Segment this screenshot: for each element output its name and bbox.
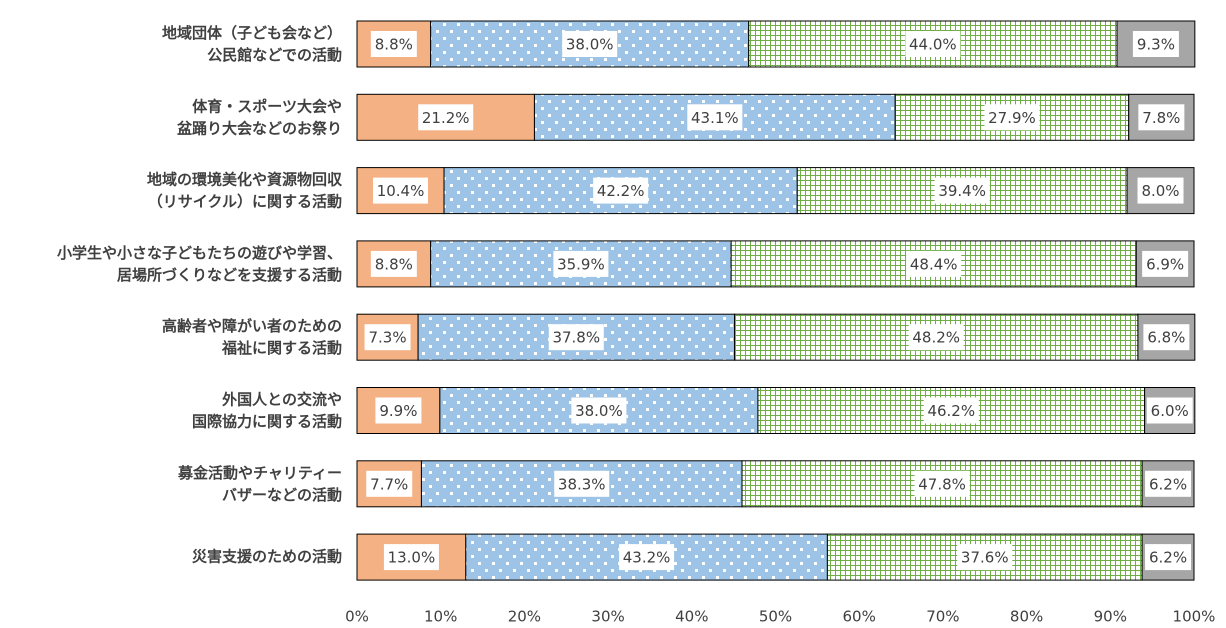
category-label: 地域団体（子ども会など）公民館などでの活動 xyxy=(162,24,342,64)
data-label: 38.0% xyxy=(566,36,614,54)
label-box xyxy=(366,470,413,497)
category-label: 地域の環境美化や資源物回収（リサイクル）に関する活動 xyxy=(147,170,343,210)
data-label: 7.3% xyxy=(368,329,406,347)
x-tick-label: 0% xyxy=(345,608,369,626)
label-box xyxy=(934,177,990,204)
x-tick-label: 100% xyxy=(1173,608,1216,626)
x-tick-label: 90% xyxy=(1094,608,1127,626)
label-box xyxy=(554,470,610,497)
label-box xyxy=(370,250,417,277)
label-box xyxy=(1137,177,1184,204)
data-label: 6.2% xyxy=(1149,475,1187,493)
x-tick-label: 30% xyxy=(591,608,624,626)
data-label: 6.8% xyxy=(1147,329,1185,347)
label-box xyxy=(1143,324,1190,351)
data-label: 42.2% xyxy=(597,182,645,200)
label-box xyxy=(375,397,422,424)
label-box xyxy=(593,177,649,204)
label-box xyxy=(1138,104,1185,131)
data-label: 7.8% xyxy=(1142,109,1180,127)
x-tick-label: 60% xyxy=(843,608,876,626)
label-box xyxy=(571,397,627,424)
data-label: 7.7% xyxy=(370,475,408,493)
data-label: 8.8% xyxy=(375,36,413,54)
data-label: 46.2% xyxy=(927,402,975,420)
x-tick-label: 40% xyxy=(675,608,708,626)
label-box xyxy=(906,250,962,277)
category-label: 体育・スポーツ大会や盆踊り大会などのお祭り xyxy=(176,97,342,137)
label-box xyxy=(562,31,618,57)
data-label: 21.2% xyxy=(422,109,470,127)
label-box xyxy=(370,31,417,57)
data-label: 37.8% xyxy=(552,329,600,347)
data-label: 9.3% xyxy=(1137,36,1175,54)
data-label: 8.8% xyxy=(375,255,413,273)
data-label: 8.0% xyxy=(1141,182,1179,200)
category-label: 災害支援のための活動 xyxy=(192,548,342,566)
data-label: 10.4% xyxy=(377,182,425,200)
data-label: 6.2% xyxy=(1149,549,1187,567)
label-box xyxy=(548,324,604,351)
label-box xyxy=(1145,544,1192,571)
data-label: 48.2% xyxy=(912,329,960,347)
label-box xyxy=(984,104,1040,131)
label-box xyxy=(1145,470,1192,497)
label-box xyxy=(687,104,743,131)
bar-segment xyxy=(439,387,759,434)
x-tick-label: 10% xyxy=(424,608,457,626)
data-label: 13.0% xyxy=(388,549,436,567)
data-label: 9.9% xyxy=(379,402,417,420)
label-box xyxy=(553,250,609,277)
x-tick-label: 20% xyxy=(508,608,541,626)
x-tick-label: 70% xyxy=(926,608,959,626)
category-label: 外国人との交流や国際協力に関する活動 xyxy=(192,390,342,430)
data-label: 38.3% xyxy=(558,475,606,493)
label-box xyxy=(364,324,411,351)
label-box xyxy=(1142,250,1189,277)
label-box xyxy=(1132,31,1179,57)
label-box xyxy=(418,104,474,131)
data-label: 39.4% xyxy=(938,182,986,200)
data-label: 38.0% xyxy=(575,402,623,420)
label-box xyxy=(373,177,429,204)
x-tick-label: 50% xyxy=(759,608,792,626)
data-label: 43.2% xyxy=(623,549,671,567)
data-label: 6.9% xyxy=(1146,255,1184,273)
label-box xyxy=(905,31,961,57)
data-label: 47.8% xyxy=(918,475,966,493)
label-box xyxy=(619,544,675,571)
data-label: 6.0% xyxy=(1151,402,1189,420)
data-label: 35.9% xyxy=(557,255,605,273)
data-label: 27.9% xyxy=(988,109,1036,127)
data-label: 48.4% xyxy=(910,255,958,273)
label-box xyxy=(914,470,970,497)
category-label: 高齢者や障がい者のための福祉に関する活動 xyxy=(162,317,342,357)
bar-segment xyxy=(443,167,798,215)
x-tick-label: 80% xyxy=(1010,608,1043,626)
data-label: 43.1% xyxy=(691,109,739,127)
category-label: 募金活動やチャリティーバザーなどの活動 xyxy=(177,463,342,503)
bar-segment xyxy=(420,460,743,508)
data-label: 44.0% xyxy=(909,36,957,54)
category-label: 小学生や小さな子どもたちの遊びや学習、居場所づくりなどを支援する活動 xyxy=(57,243,342,283)
label-box xyxy=(383,544,439,571)
label-box xyxy=(908,324,964,351)
label-box xyxy=(1146,397,1193,424)
data-label: 37.6% xyxy=(961,549,1009,567)
label-box xyxy=(923,397,979,424)
label-box xyxy=(957,544,1013,571)
